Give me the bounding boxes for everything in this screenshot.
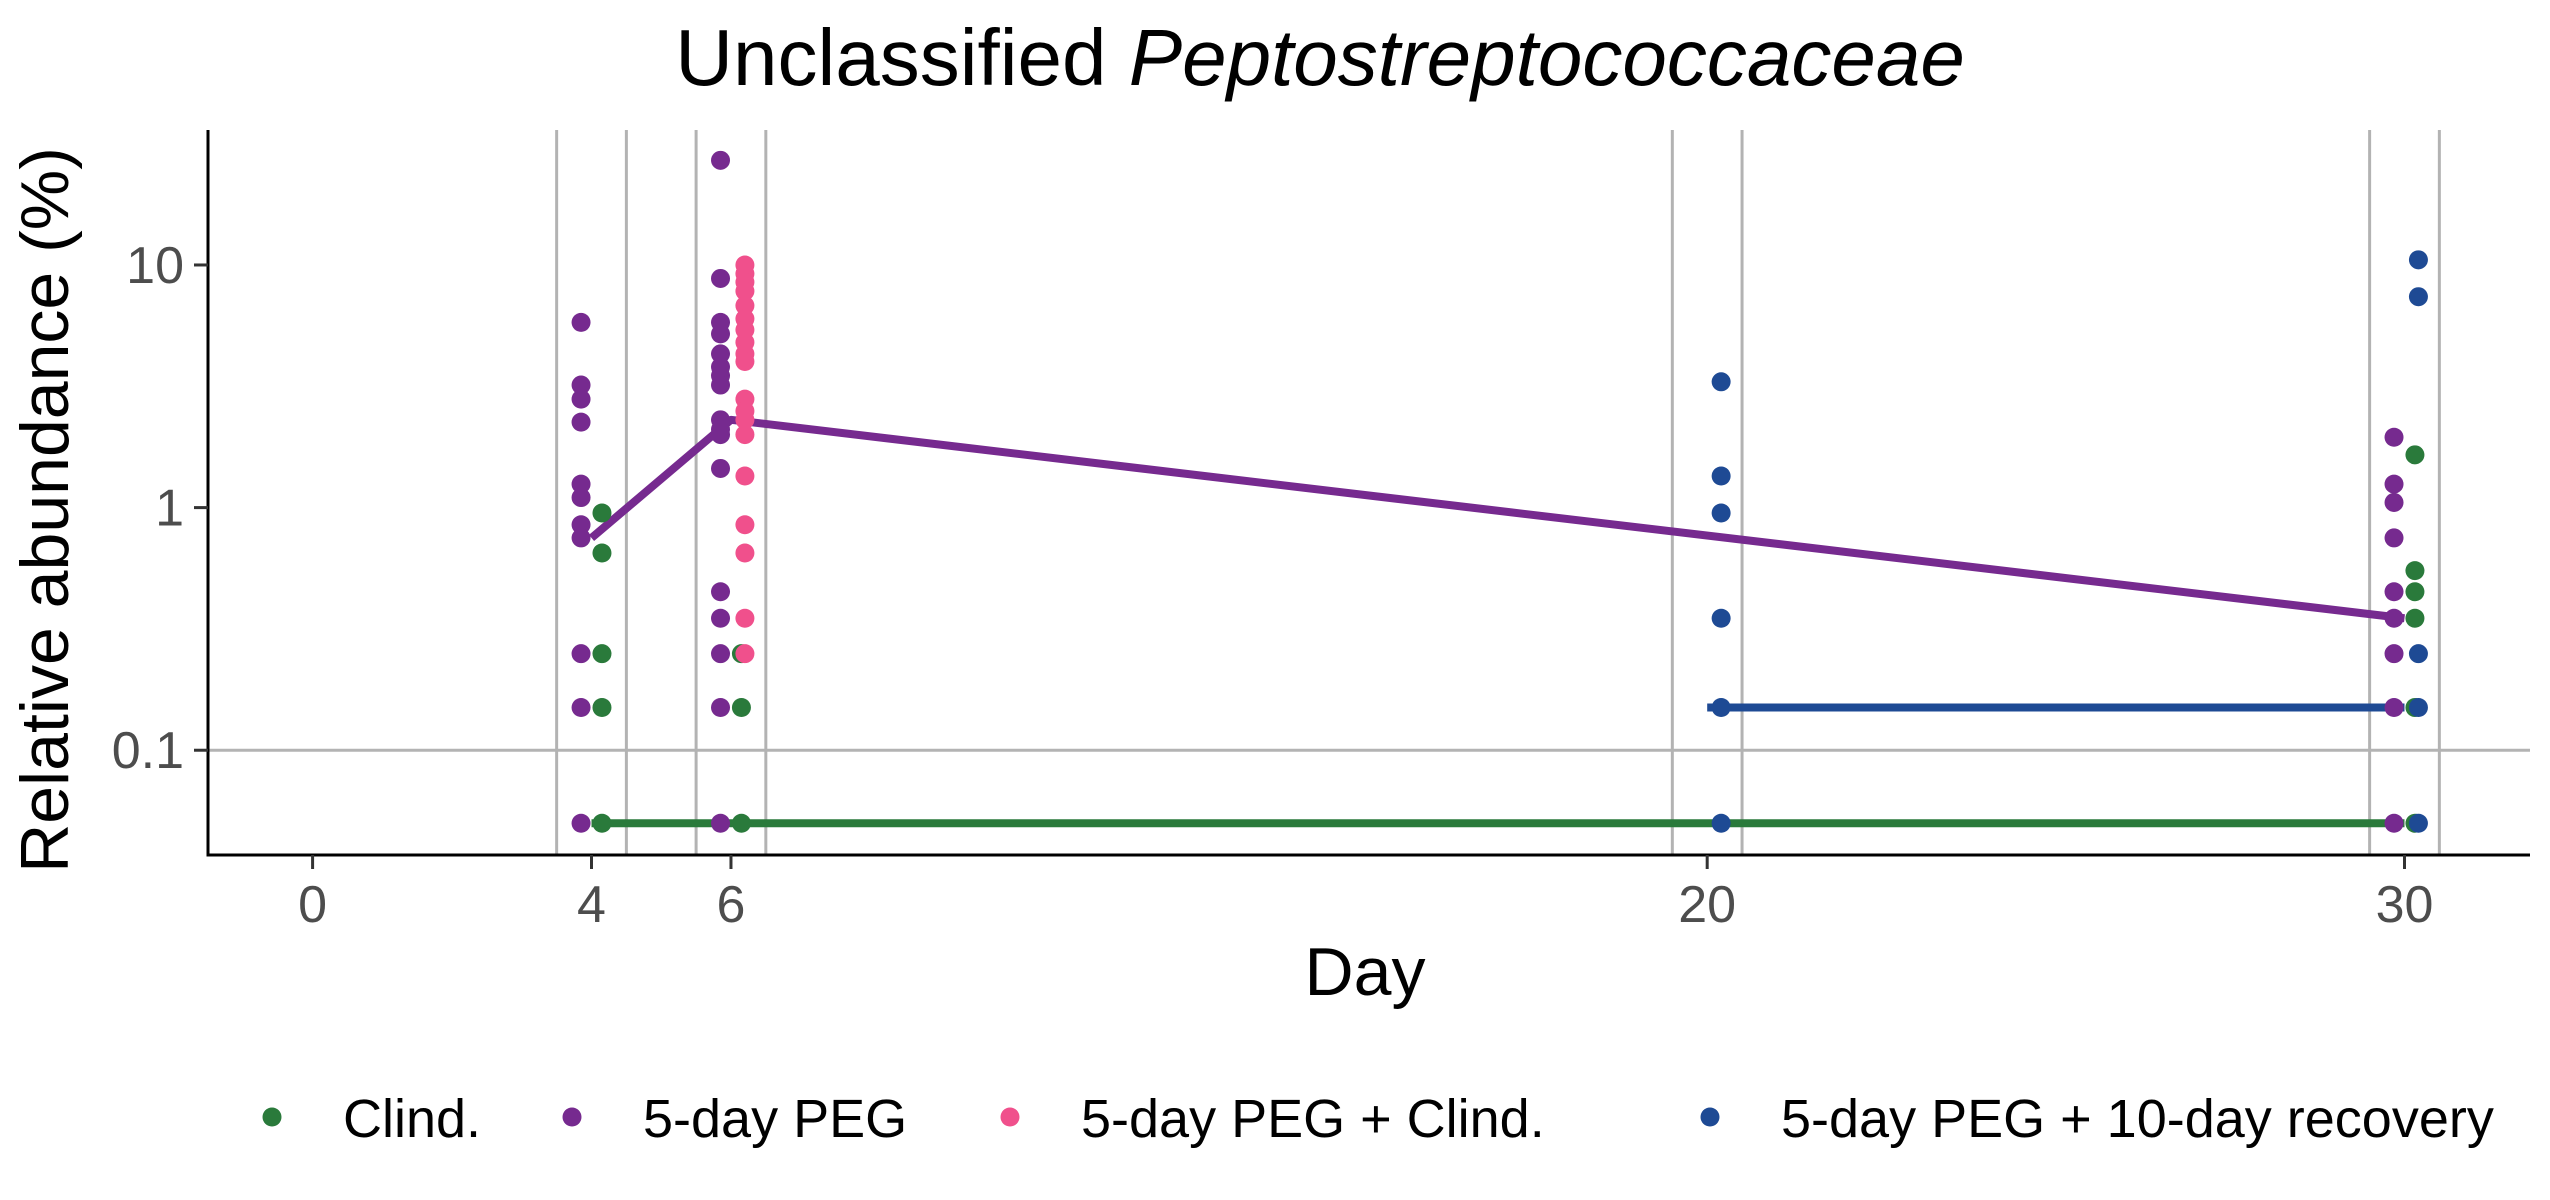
data-point: [711, 268, 731, 288]
legend-key: [1700, 1107, 1720, 1127]
data-point: [1711, 698, 1731, 718]
data-point: [711, 458, 731, 478]
data-point: [571, 488, 591, 508]
data-point: [2408, 698, 2428, 718]
legend-label: 5-day PEG: [643, 1089, 907, 1149]
data-point: [1711, 608, 1731, 628]
x-tick-label: 30: [2376, 876, 2434, 934]
data-point: [735, 425, 755, 445]
data-point: [571, 474, 591, 494]
data-point: [571, 312, 591, 332]
data-point: [2408, 644, 2428, 664]
y-axis-title: Relative abundance (%): [7, 147, 83, 873]
data-point: [711, 344, 731, 364]
legend-label: 5-day PEG + Clind.: [1081, 1089, 1545, 1149]
data-point: [2408, 250, 2428, 270]
legend-key: [262, 1107, 282, 1127]
data-point: [731, 698, 751, 718]
data-point: [592, 644, 612, 664]
x-tick-label: 0: [298, 876, 327, 934]
data-point: [711, 425, 731, 445]
data-point: [711, 813, 731, 833]
axes: [206, 130, 2530, 857]
data-point: [592, 503, 612, 523]
data-point: [735, 352, 755, 372]
data-point: [711, 582, 731, 602]
x-tick-label: 4: [577, 876, 606, 934]
data-point: [735, 644, 755, 664]
legend-label: Clind.: [343, 1089, 481, 1149]
data-point: [592, 543, 612, 563]
data-point: [571, 528, 591, 548]
y-tick-label: 1: [155, 480, 184, 538]
data-point: [592, 813, 612, 833]
data-point: [711, 608, 731, 628]
data-point: [2384, 698, 2404, 718]
data-point: [2384, 582, 2404, 602]
data-point: [571, 515, 591, 535]
data-point: [711, 375, 731, 395]
legend: Clind. 5-day PEG 5-day PEG + Clind. 5-day P…: [262, 1089, 2494, 1149]
median-lines: [588, 415, 2405, 828]
data-point: [731, 813, 751, 833]
x-axis-title: Day: [1305, 934, 1426, 1010]
x-tick-label: 6: [717, 876, 746, 934]
data-point: [711, 324, 731, 344]
data-point: [571, 644, 591, 664]
y-tick-label: 0.1: [112, 722, 184, 780]
data-point: [571, 412, 591, 432]
data-point: [2405, 608, 2425, 628]
data-point: [571, 698, 591, 718]
data-point: [2384, 528, 2404, 548]
data-point: [735, 296, 755, 316]
data-point: [2384, 427, 2404, 447]
data-point: [735, 515, 755, 535]
y-tick-label: 10: [126, 237, 184, 295]
data-point: [2384, 492, 2404, 512]
chart-title-italic: Peptostreptococcaceae: [1129, 13, 1965, 102]
data-point: [2384, 644, 2404, 664]
data-point: [592, 698, 612, 718]
legend-key: [562, 1107, 582, 1127]
data-point: [1711, 813, 1731, 833]
data-point: [2384, 813, 2404, 833]
data-point: [735, 281, 755, 301]
data-point: [571, 389, 591, 409]
data-point: [571, 813, 591, 833]
chart-title-plain: Unclassified: [675, 13, 1106, 102]
data-point: [711, 150, 731, 170]
legend-key: [1000, 1107, 1020, 1127]
x-axis-ticks: 0 4 6 20 30: [298, 855, 2433, 934]
data-point: [2408, 813, 2428, 833]
vertical-gridlines: [555, 130, 2441, 855]
data-point: [735, 410, 755, 430]
median-line: [588, 415, 2405, 623]
data-point: [2384, 474, 2404, 494]
data-point: [2408, 287, 2428, 307]
data-point: [735, 466, 755, 486]
data-point: [571, 375, 591, 395]
data-point: [2405, 582, 2425, 602]
data-point: [735, 608, 755, 628]
data-point: [2384, 608, 2404, 628]
chart-title: Unclassified Peptostreptococcaceae: [675, 13, 1965, 102]
data-point: [1711, 503, 1731, 523]
data-points: [571, 150, 2428, 833]
data-point: [2405, 445, 2425, 465]
legend-label: 5-day PEG + 10-day recovery: [1781, 1089, 2494, 1149]
data-point: [2405, 561, 2425, 581]
data-point: [1711, 466, 1731, 486]
data-point: [711, 698, 731, 718]
data-point: [1711, 372, 1731, 392]
x-tick-label: 20: [1678, 876, 1736, 934]
y-axis-ticks: 0.1 1 10: [112, 237, 208, 780]
data-point: [735, 543, 755, 563]
data-point: [711, 644, 731, 664]
